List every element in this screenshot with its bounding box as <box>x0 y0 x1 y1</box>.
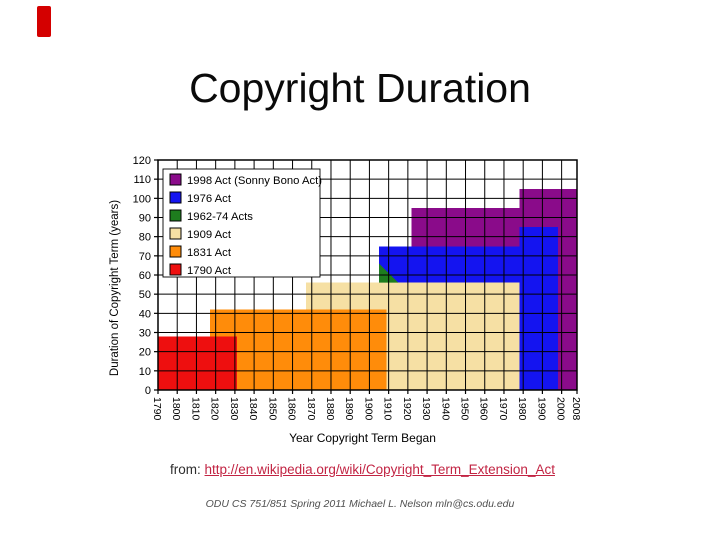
x-tick-label: 1830 <box>228 397 240 421</box>
legend-swatch-orange <box>169 245 182 258</box>
x-tick-label: 1910 <box>382 397 394 421</box>
x-tick-label: 1880 <box>324 397 336 421</box>
x-tick-label: 1980 <box>516 397 528 421</box>
y-tick-label: 20 <box>139 347 151 359</box>
y-tick-label: 100 <box>133 193 151 205</box>
x-tick-label: 1790 <box>151 397 163 421</box>
x-tick-label: 1850 <box>266 397 278 421</box>
y-tick-label: 30 <box>139 328 151 340</box>
y-tick-label: 70 <box>139 251 151 263</box>
x-tick-label: 1920 <box>401 397 413 421</box>
region-orange <box>209 309 387 390</box>
y-tick-label: 90 <box>139 213 151 225</box>
x-tick-label: 1960 <box>478 397 490 421</box>
legend-label: 1831 Act <box>187 247 232 259</box>
x-tick-label: 1810 <box>189 397 201 421</box>
region-red <box>158 336 237 390</box>
x-tick-label: 1860 <box>286 397 298 421</box>
x-tick-label: 1950 <box>459 397 471 421</box>
region-blue <box>519 227 558 390</box>
copyright-duration-chart: 0 10 20 30 40 50 60 70 80 90 100 110 120 1790 1800 1810… <box>104 148 604 448</box>
y-tick-label: 120 <box>133 155 151 167</box>
course-credit-line: ODU CS 751/851 Spring 2011 Michael L. Ne… <box>205 498 515 510</box>
region-blue <box>379 246 520 283</box>
from-label: from: <box>170 462 201 477</box>
y-axis-title: Duration of Copyright Term (years) <box>109 200 121 376</box>
y-tick-label: 80 <box>139 232 151 244</box>
legend-label: 1909 Act <box>187 229 232 241</box>
legend-swatch-green <box>169 209 182 222</box>
legend-swatch-purple <box>169 173 182 186</box>
x-tick-label: 2008 <box>570 397 582 421</box>
x-tick-label: 1930 <box>420 397 432 421</box>
x-tick-label: 1970 <box>497 397 509 421</box>
legend-swatch-blue <box>169 191 182 204</box>
y-tick-label: 60 <box>139 270 151 282</box>
y-tick-label: 0 <box>145 385 151 397</box>
x-tick-label: 2000 <box>555 397 567 421</box>
region-green <box>379 263 399 283</box>
y-tick-label: 110 <box>133 174 151 186</box>
x-tick-label: 1820 <box>209 397 221 421</box>
wikipedia-link[interactable]: http://en.wikipedia.org/wiki/Copyright_T… <box>204 462 555 477</box>
source-line: from: http://en.wikipedia.org/wiki/Copyr… <box>170 460 555 480</box>
x-tick-label: 1870 <box>305 397 317 421</box>
chart-svg: 0 10 20 30 40 50 60 70 80 90 100 110 120 1790 1800 1810… <box>109 155 582 445</box>
y-tick-label: 50 <box>139 289 151 301</box>
legend-swatch-tan <box>169 227 182 240</box>
x-tick-label: 1800 <box>170 397 182 421</box>
x-tick-label: 1840 <box>247 397 259 421</box>
legend-label: 1790 Act <box>187 265 232 277</box>
x-tick-label: 1990 <box>535 397 547 421</box>
page-title: Copyright Duration <box>189 65 531 111</box>
y-tick-label: 10 <box>139 366 151 378</box>
x-tick-label: 1890 <box>343 397 355 421</box>
x-tick-label: 1940 <box>439 397 451 421</box>
legend-swatch-red <box>169 263 182 276</box>
x-axis-title: Year Copyright Term Began <box>289 431 436 445</box>
y-tick-label: 40 <box>139 308 151 320</box>
x-tick-label: 1900 <box>362 397 374 421</box>
legend-box <box>162 168 321 278</box>
legend-label: 1976 Act <box>187 193 232 205</box>
legend-label: 1998 Act (Sonny Bono Act) <box>187 175 322 187</box>
corner-accent-mark <box>37 6 51 37</box>
legend-label: 1962-74 Acts <box>187 211 253 223</box>
